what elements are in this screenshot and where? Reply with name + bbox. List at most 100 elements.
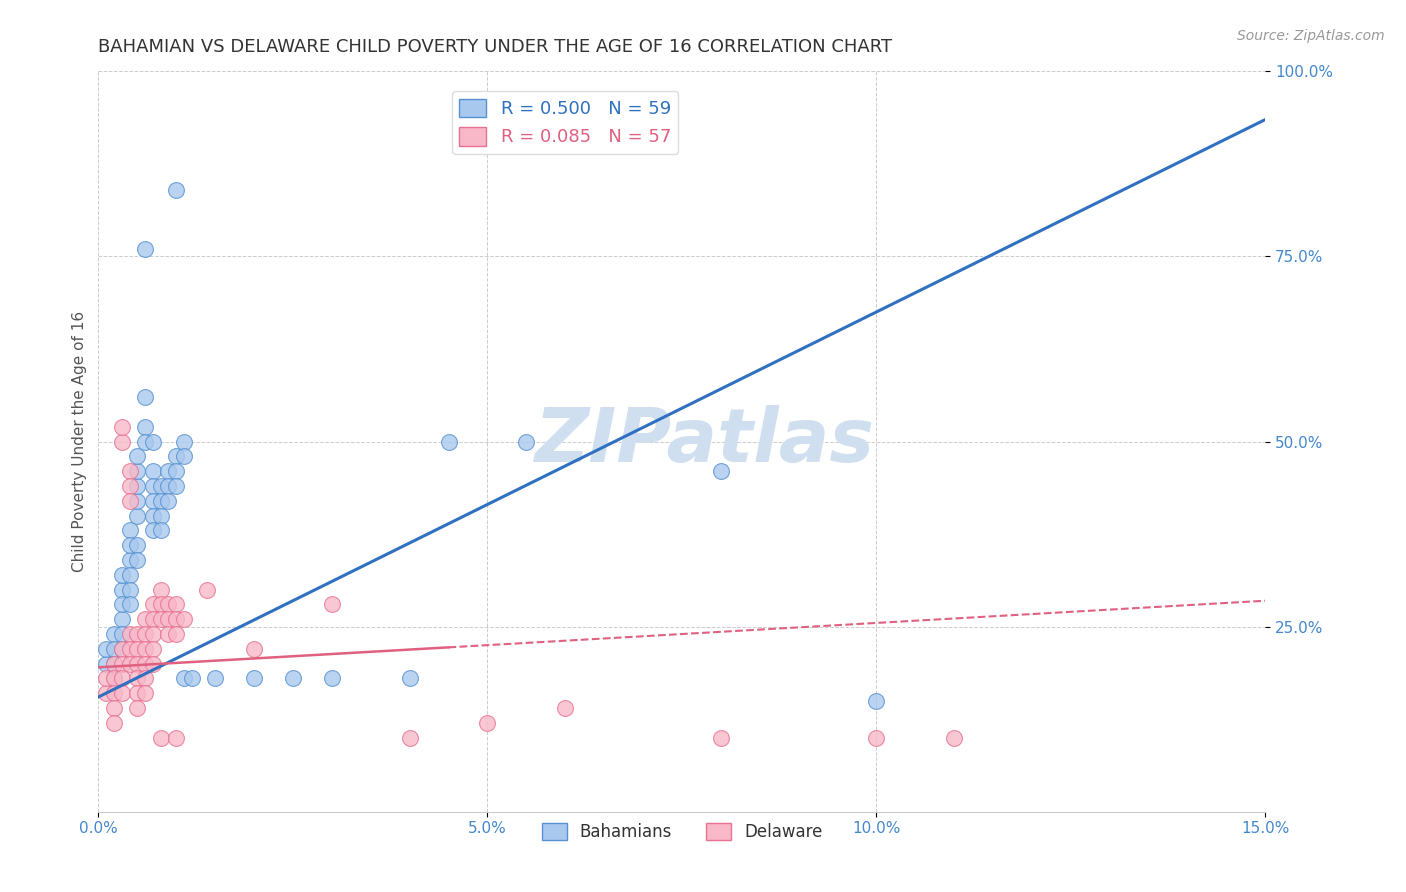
Point [96,686,118,700]
Point [134,627,156,641]
Point [142,612,165,626]
Point [127,464,149,478]
Point [111,657,134,671]
Point [127,538,149,552]
Point [118,493,141,508]
Point [103,672,125,686]
Point [127,657,149,671]
Point [165,479,187,493]
Point [398,731,420,745]
Point [118,479,141,493]
Point [134,434,156,449]
Point [111,419,134,434]
Point [204,672,226,686]
Point [103,672,125,686]
Point [111,582,134,597]
Point [127,672,149,686]
Point [149,508,172,523]
Point [281,672,304,686]
Point [142,657,165,671]
Point [149,524,172,538]
Point [142,641,165,656]
Point [118,627,141,641]
Point [173,434,195,449]
Point [142,479,165,493]
Point [554,701,576,715]
Point [134,419,156,434]
Point [103,715,125,730]
Point [142,627,165,641]
Point [149,582,172,597]
Point [142,464,165,478]
Point [127,553,149,567]
Point [118,553,141,567]
Point [103,627,125,641]
Point [710,464,733,478]
Point [134,390,156,404]
Point [103,701,125,715]
Point [165,598,187,612]
Point [118,464,141,478]
Point [173,672,195,686]
Point [118,657,141,671]
Point [142,598,165,612]
Point [477,715,499,730]
Point [134,242,156,256]
Point [118,538,141,552]
Point [134,686,156,700]
Text: ZIPatlas: ZIPatlas [536,405,876,478]
Point [127,479,149,493]
Text: Source: ZipAtlas.com: Source: ZipAtlas.com [1237,29,1385,43]
Point [142,524,165,538]
Point [103,641,125,656]
Point [134,612,156,626]
Point [157,598,180,612]
Point [165,450,187,464]
Point [157,612,180,626]
Point [157,627,180,641]
Point [111,627,134,641]
Point [515,434,537,449]
Y-axis label: Child Poverty Under the Age of 16: Child Poverty Under the Age of 16 [72,311,87,572]
Point [165,612,187,626]
Point [243,641,266,656]
Point [118,598,141,612]
Point [127,493,149,508]
Point [437,434,460,449]
Point [127,686,149,700]
Point [243,672,266,686]
Point [127,450,149,464]
Point [127,701,149,715]
Point [111,434,134,449]
Point [157,493,180,508]
Point [157,464,180,478]
Point [321,672,343,686]
Point [149,598,172,612]
Point [103,657,125,671]
Point [96,641,118,656]
Text: BAHAMIAN VS DELAWARE CHILD POVERTY UNDER THE AGE OF 16 CORRELATION CHART: BAHAMIAN VS DELAWARE CHILD POVERTY UNDER… [98,38,893,56]
Point [165,183,187,197]
Point [865,731,887,745]
Point [149,493,172,508]
Point [111,686,134,700]
Point [118,524,141,538]
Point [157,479,180,493]
Legend: Bahamians, Delaware: Bahamians, Delaware [534,816,830,847]
Point [127,508,149,523]
Point [142,508,165,523]
Point [127,641,149,656]
Point [165,464,187,478]
Point [118,641,141,656]
Point [111,567,134,582]
Point [943,731,966,745]
Point [111,612,134,626]
Point [173,612,195,626]
Point [398,672,420,686]
Point [165,731,187,745]
Point [149,612,172,626]
Point [142,493,165,508]
Point [103,657,125,671]
Point [118,567,141,582]
Point [149,731,172,745]
